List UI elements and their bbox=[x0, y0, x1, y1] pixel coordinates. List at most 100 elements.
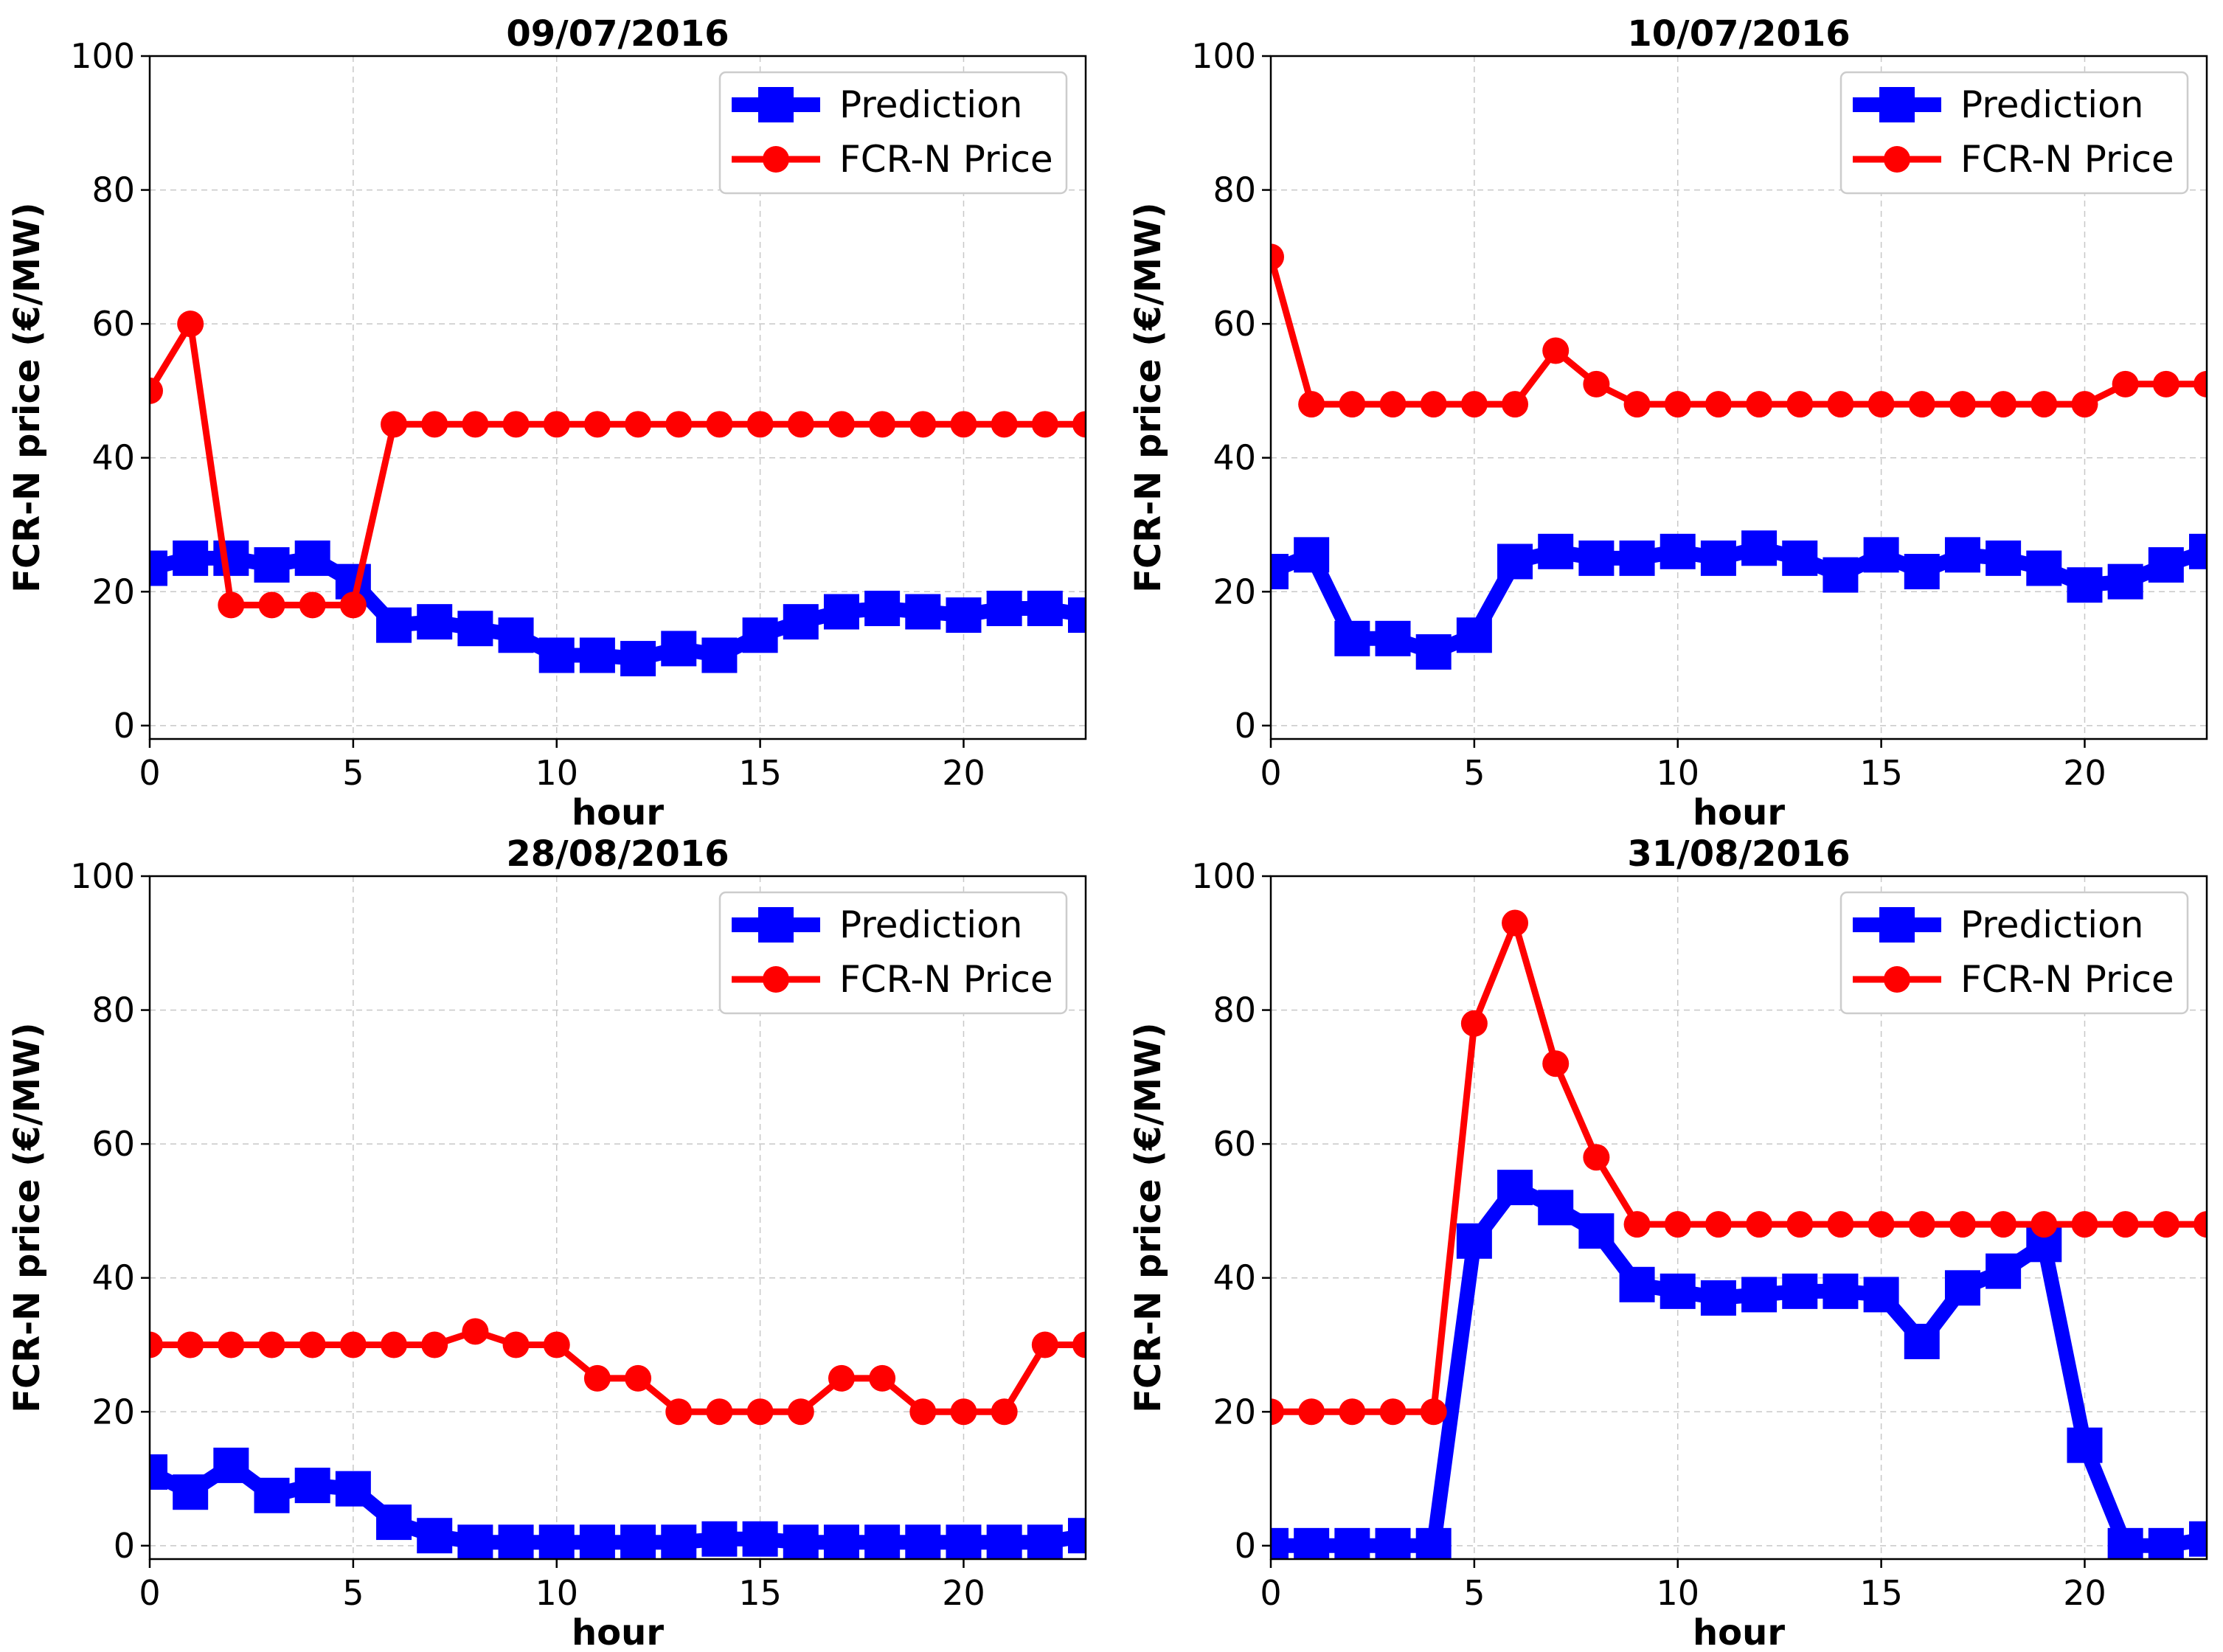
prediction-marker bbox=[1782, 1273, 1818, 1309]
price-marker bbox=[2112, 370, 2139, 398]
prediction-marker bbox=[1375, 620, 1411, 656]
price-marker bbox=[1298, 1398, 1325, 1426]
price-marker bbox=[1031, 1331, 1058, 1358]
prediction-marker bbox=[661, 631, 697, 667]
price-marker bbox=[1664, 391, 1691, 418]
prediction-marker bbox=[538, 1524, 575, 1559]
price-marker bbox=[1502, 909, 1529, 937]
prediction-marker bbox=[254, 546, 290, 583]
prediction-marker bbox=[457, 611, 493, 647]
prediction-marker bbox=[1068, 1518, 1086, 1554]
prediction-marker bbox=[823, 1524, 859, 1559]
y-tick-label: 100 bbox=[1191, 36, 1256, 76]
prediction-marker bbox=[1741, 530, 1778, 566]
price-marker bbox=[1271, 243, 1284, 271]
price-marker bbox=[746, 1398, 774, 1426]
x-tick-label: 15 bbox=[1859, 753, 1903, 793]
prediction-marker bbox=[376, 1504, 412, 1541]
price-marker bbox=[1271, 1398, 1284, 1426]
legend-price-marker bbox=[1884, 146, 1910, 173]
price-marker bbox=[1460, 1010, 1488, 1037]
price-marker bbox=[1746, 391, 1773, 418]
prediction-marker bbox=[1904, 1323, 1940, 1359]
price-marker bbox=[502, 1331, 530, 1358]
price-marker bbox=[950, 1398, 977, 1426]
prediction-marker bbox=[1538, 1190, 1574, 1226]
legend: Prediction FCR-N Price bbox=[1839, 71, 2189, 195]
axes-frame bbox=[1269, 875, 2208, 1561]
x-axis-title: hour bbox=[572, 792, 664, 833]
prediction-marker bbox=[1619, 1266, 1655, 1302]
series-layer bbox=[150, 310, 1086, 677]
prediction-marker bbox=[1619, 540, 1655, 576]
y-tick-label: 60 bbox=[1213, 1124, 1256, 1164]
price-marker bbox=[543, 1331, 570, 1358]
prediction-marker bbox=[2189, 533, 2207, 569]
price-marker bbox=[787, 411, 814, 438]
prediction-marker bbox=[1700, 540, 1736, 576]
prediction-marker bbox=[579, 637, 615, 673]
price-marker bbox=[909, 411, 937, 438]
price-marker bbox=[1990, 391, 2017, 418]
price-marker bbox=[950, 411, 977, 438]
prediction-marker bbox=[173, 1474, 209, 1510]
price-marker bbox=[1339, 1398, 1366, 1426]
price-marker bbox=[543, 411, 570, 438]
prediction-marker bbox=[1497, 544, 1533, 580]
y-axis-title: FCR-N price (€/MW) bbox=[7, 202, 48, 593]
prediction-marker bbox=[1660, 1273, 1696, 1309]
prediction-marker bbox=[620, 1524, 656, 1559]
prediction-marker bbox=[783, 604, 819, 640]
price-marker bbox=[991, 411, 1018, 438]
prediction-marker bbox=[294, 540, 330, 576]
y-tick-label: 60 bbox=[91, 1124, 135, 1164]
y-tick-label: 100 bbox=[70, 856, 135, 896]
price-marker bbox=[1072, 411, 1086, 438]
price-marker bbox=[381, 1331, 408, 1358]
prediction-marker bbox=[1823, 1273, 1859, 1309]
y-tick-label: 0 bbox=[1235, 706, 1256, 746]
y-tick-label: 100 bbox=[1191, 856, 1256, 896]
prediction-marker bbox=[1068, 597, 1086, 634]
prediction-marker bbox=[864, 590, 901, 626]
price-marker bbox=[909, 1398, 937, 1426]
price-marker bbox=[1583, 1144, 1610, 1171]
prediction-marker bbox=[1578, 540, 1615, 576]
price-marker bbox=[218, 591, 245, 619]
price-marker bbox=[1664, 1211, 1691, 1238]
chart-panel-4: 0 5 10 15 20 0 20 40 60 80 100 hour FCR-N price (€/M… bbox=[1128, 833, 2208, 1652]
prediction-marker bbox=[376, 607, 412, 643]
prediction-marker bbox=[701, 1521, 738, 1557]
price-marker bbox=[1339, 391, 1366, 418]
price-marker bbox=[177, 1331, 204, 1358]
chart-title: 09/07/2016 bbox=[506, 13, 729, 55]
prediction-marker bbox=[905, 594, 941, 630]
price-marker bbox=[1420, 1398, 1447, 1426]
prediction-marker bbox=[701, 637, 738, 673]
prediction-marker bbox=[254, 1477, 290, 1513]
prediction-marker bbox=[1027, 590, 1063, 626]
y-tick-label: 40 bbox=[1213, 1258, 1256, 1298]
prediction-marker bbox=[1538, 533, 1574, 569]
x-tick-label: 0 bbox=[139, 1573, 160, 1613]
legend-label: FCR-N Price bbox=[1960, 138, 2174, 181]
x-tick-label: 5 bbox=[342, 753, 364, 793]
price-marker bbox=[2152, 370, 2179, 398]
price-marker bbox=[625, 411, 652, 438]
prediction-marker bbox=[986, 1524, 1022, 1559]
y-tick-label: 40 bbox=[1213, 438, 1256, 478]
price-marker bbox=[502, 411, 530, 438]
prediction-marker bbox=[1271, 1527, 1289, 1559]
prediction-marker bbox=[2026, 550, 2062, 586]
price-marker bbox=[2071, 391, 2098, 418]
prediction-marker bbox=[579, 1524, 615, 1559]
y-tick-label: 20 bbox=[91, 572, 135, 611]
series-layer bbox=[1271, 909, 2207, 1559]
x-tick-label: 15 bbox=[738, 753, 782, 793]
x-tick-label: 20 bbox=[942, 1573, 985, 1613]
legend-price-marker bbox=[1884, 966, 1910, 993]
prediction-marker bbox=[946, 597, 982, 634]
price-marker bbox=[218, 1331, 245, 1358]
price-marker bbox=[706, 1398, 733, 1426]
y-tick-label: 0 bbox=[1235, 1526, 1256, 1566]
